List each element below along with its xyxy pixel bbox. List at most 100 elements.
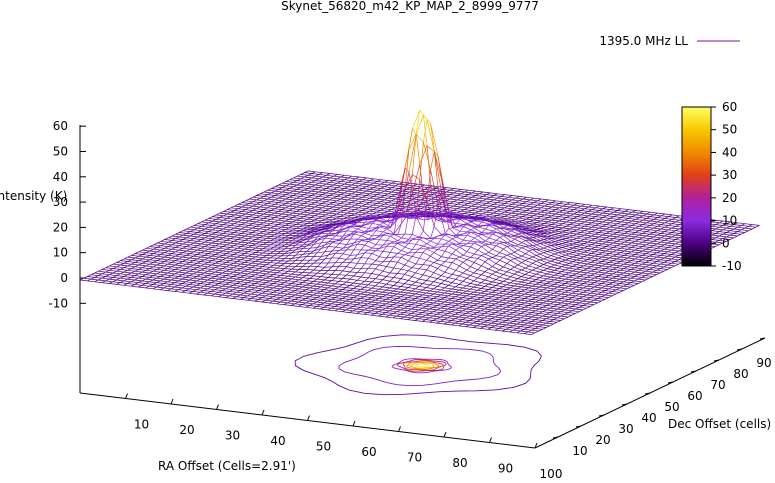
- surface-segment: [415, 306, 423, 309]
- surface-segment: [263, 218, 271, 220]
- surface-segment: [178, 247, 183, 251]
- surface-segment: [175, 264, 183, 267]
- surface-segment: [333, 191, 338, 195]
- surface-segment: [583, 251, 592, 254]
- surface-segment: [521, 291, 529, 293]
- surface-segment: [515, 202, 523, 204]
- surface-segment: [318, 182, 327, 185]
- surface-segment: [517, 288, 525, 291]
- surface-segment: [433, 151, 442, 193]
- surface-segment: [193, 223, 198, 226]
- surface-segment: [332, 223, 337, 225]
- surface-segment: [300, 198, 305, 202]
- surface-segment: [214, 289, 223, 291]
- surface-segment: [329, 173, 338, 175]
- surface-segment: [422, 264, 431, 266]
- surface-segment: [142, 252, 147, 255]
- surface-segment: [269, 298, 277, 300]
- surface-segment: [307, 210, 315, 212]
- surface-segment: [572, 266, 581, 268]
- surface-segment: [715, 237, 723, 239]
- surface-segment: [259, 215, 268, 217]
- surface-segment: [470, 257, 478, 259]
- surface-segment: [310, 211, 315, 214]
- surface-segment: [604, 294, 613, 297]
- surface-segment: [247, 299, 255, 302]
- surface-segment: [219, 221, 228, 224]
- surface-segment: [300, 176, 305, 180]
- surface-segment: [112, 275, 117, 278]
- surface-segment: [506, 246, 515, 253]
- surface-segment: [229, 277, 237, 280]
- surface-segment: [605, 277, 613, 279]
- surface-segment: [657, 225, 665, 228]
- surface-segment: [557, 295, 565, 298]
- surface-segment: [565, 274, 573, 276]
- surface-segment: [374, 304, 383, 306]
- surface-segment: [407, 306, 416, 308]
- surface-segment: [299, 234, 304, 237]
- surface-segment: [311, 195, 319, 197]
- surface-segment: [273, 278, 281, 281]
- surface-segment: [101, 267, 106, 270]
- surface-segment: [395, 196, 400, 200]
- surface-segment: [320, 295, 328, 298]
- surface-segment: [171, 240, 180, 242]
- surface-segment: [237, 230, 246, 232]
- surface-segment: [142, 271, 150, 274]
- surface-segment: [171, 251, 176, 254]
- surface-segment: [366, 190, 374, 193]
- surface-segment: [506, 306, 514, 309]
- surface-segment: [464, 204, 472, 207]
- surface-segment: [712, 225, 720, 228]
- surface-segment: [591, 235, 599, 238]
- surface-segment: [225, 269, 230, 272]
- surface-segment: [163, 272, 168, 276]
- surface-segment: [292, 228, 297, 231]
- surface-segment: [580, 240, 588, 243]
- surface-segment: [528, 305, 536, 307]
- surface-segment: [620, 230, 629, 232]
- surface-segment: [226, 226, 235, 229]
- surface-segment: [429, 290, 438, 293]
- surface-segment: [329, 197, 334, 201]
- surface-segment: [513, 294, 522, 297]
- surface-segment: [277, 238, 282, 242]
- surface-segment: [329, 177, 338, 180]
- surface-segment: [289, 205, 297, 208]
- surface-segment: [668, 216, 676, 218]
- surface-segment: [336, 217, 344, 220]
- surface-segment: [215, 223, 224, 225]
- surface-segment: [502, 308, 510, 311]
- surface-segment: [226, 253, 234, 255]
- surface-segment: [365, 220, 373, 223]
- surface-segment: [535, 314, 543, 317]
- surface-segment: [318, 178, 327, 181]
- surface-segment: [324, 298, 332, 300]
- surface-segment: [167, 290, 175, 292]
- surface-segment: [131, 263, 139, 266]
- surface-segment: [149, 250, 158, 253]
- surface-segment: [212, 238, 220, 240]
- surface-segment: [354, 215, 359, 219]
- surface-segment: [543, 264, 551, 268]
- surface-segment: [212, 223, 217, 226]
- surface-segment: [646, 231, 654, 233]
- surface-segment: [333, 178, 338, 181]
- surface-segment: [555, 209, 563, 211]
- surface-segment: [504, 207, 512, 210]
- surface-segment: [280, 275, 289, 277]
- surface-segment: [528, 245, 537, 250]
- surface-segment: [389, 280, 398, 283]
- surface-segment: [544, 201, 553, 203]
- surface-segment: [340, 176, 349, 179]
- surface-segment: [160, 258, 168, 261]
- surface-segment: [145, 272, 150, 276]
- surface-segment: [598, 232, 607, 234]
- surface-segment: [256, 211, 261, 214]
- surface-segment: [340, 198, 348, 201]
- surface-segment: [537, 209, 545, 211]
- surface-segment: [543, 258, 552, 262]
- surface-segment: [360, 289, 369, 291]
- surface-segment: [401, 237, 409, 240]
